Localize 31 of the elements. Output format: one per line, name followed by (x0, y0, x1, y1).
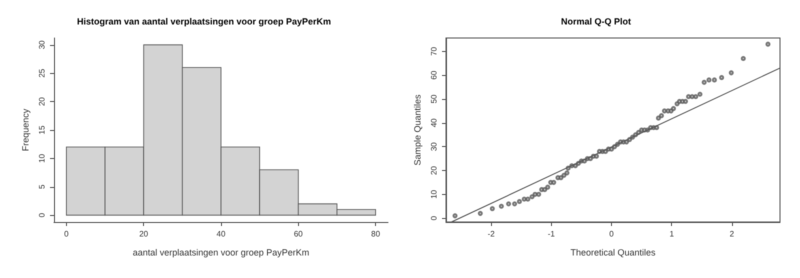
x-tick-label: 2 (730, 230, 735, 238)
y-axis-title: Sample Quantiles (412, 94, 422, 166)
y-tick-label: 20 (430, 166, 438, 175)
x-tick-label: 20 (139, 230, 149, 238)
y-axis-title: Frequency (20, 108, 30, 152)
chart-title: Normal Q-Q Plot (560, 16, 632, 26)
y-tick-label: 20 (38, 96, 46, 106)
y-tick-label: 30 (430, 142, 438, 152)
y-tick-label: 70 (430, 46, 438, 56)
y-tick-label: 0 (38, 212, 46, 218)
y-tick-label: 0 (430, 215, 438, 220)
y-tick-label: 15 (38, 125, 46, 134)
chart-title: Histogram van aantal verplaatsingen voor groep PayPerKm (76, 16, 332, 26)
y-tick-label: 30 (38, 40, 46, 50)
x-tick-label: 60 (294, 230, 304, 238)
y-tick-label: 60 (430, 70, 438, 80)
x-tick-label: -1 (548, 230, 556, 238)
y-tick-label: 5 (38, 184, 46, 190)
x-tick-label: 40 (216, 230, 226, 238)
y-tick-label: 40 (430, 118, 438, 128)
y-tick-label: 10 (430, 189, 438, 199)
x-axis-title: Theoretical Quantiles (570, 248, 656, 258)
x-tick-label: -2 (488, 230, 496, 238)
y-tick-label: 25 (38, 68, 46, 78)
x-axis-title: aantal verplaatsingen voor groep PayPerKm (132, 248, 310, 258)
x-tick-label: 0 (64, 230, 70, 238)
x-tick-label: 1 (669, 230, 674, 238)
y-tick-label: 50 (430, 94, 438, 104)
x-tick-label: 0 (609, 230, 614, 238)
y-tick-label: 10 (38, 153, 46, 163)
x-tick-label: 80 (371, 230, 381, 238)
